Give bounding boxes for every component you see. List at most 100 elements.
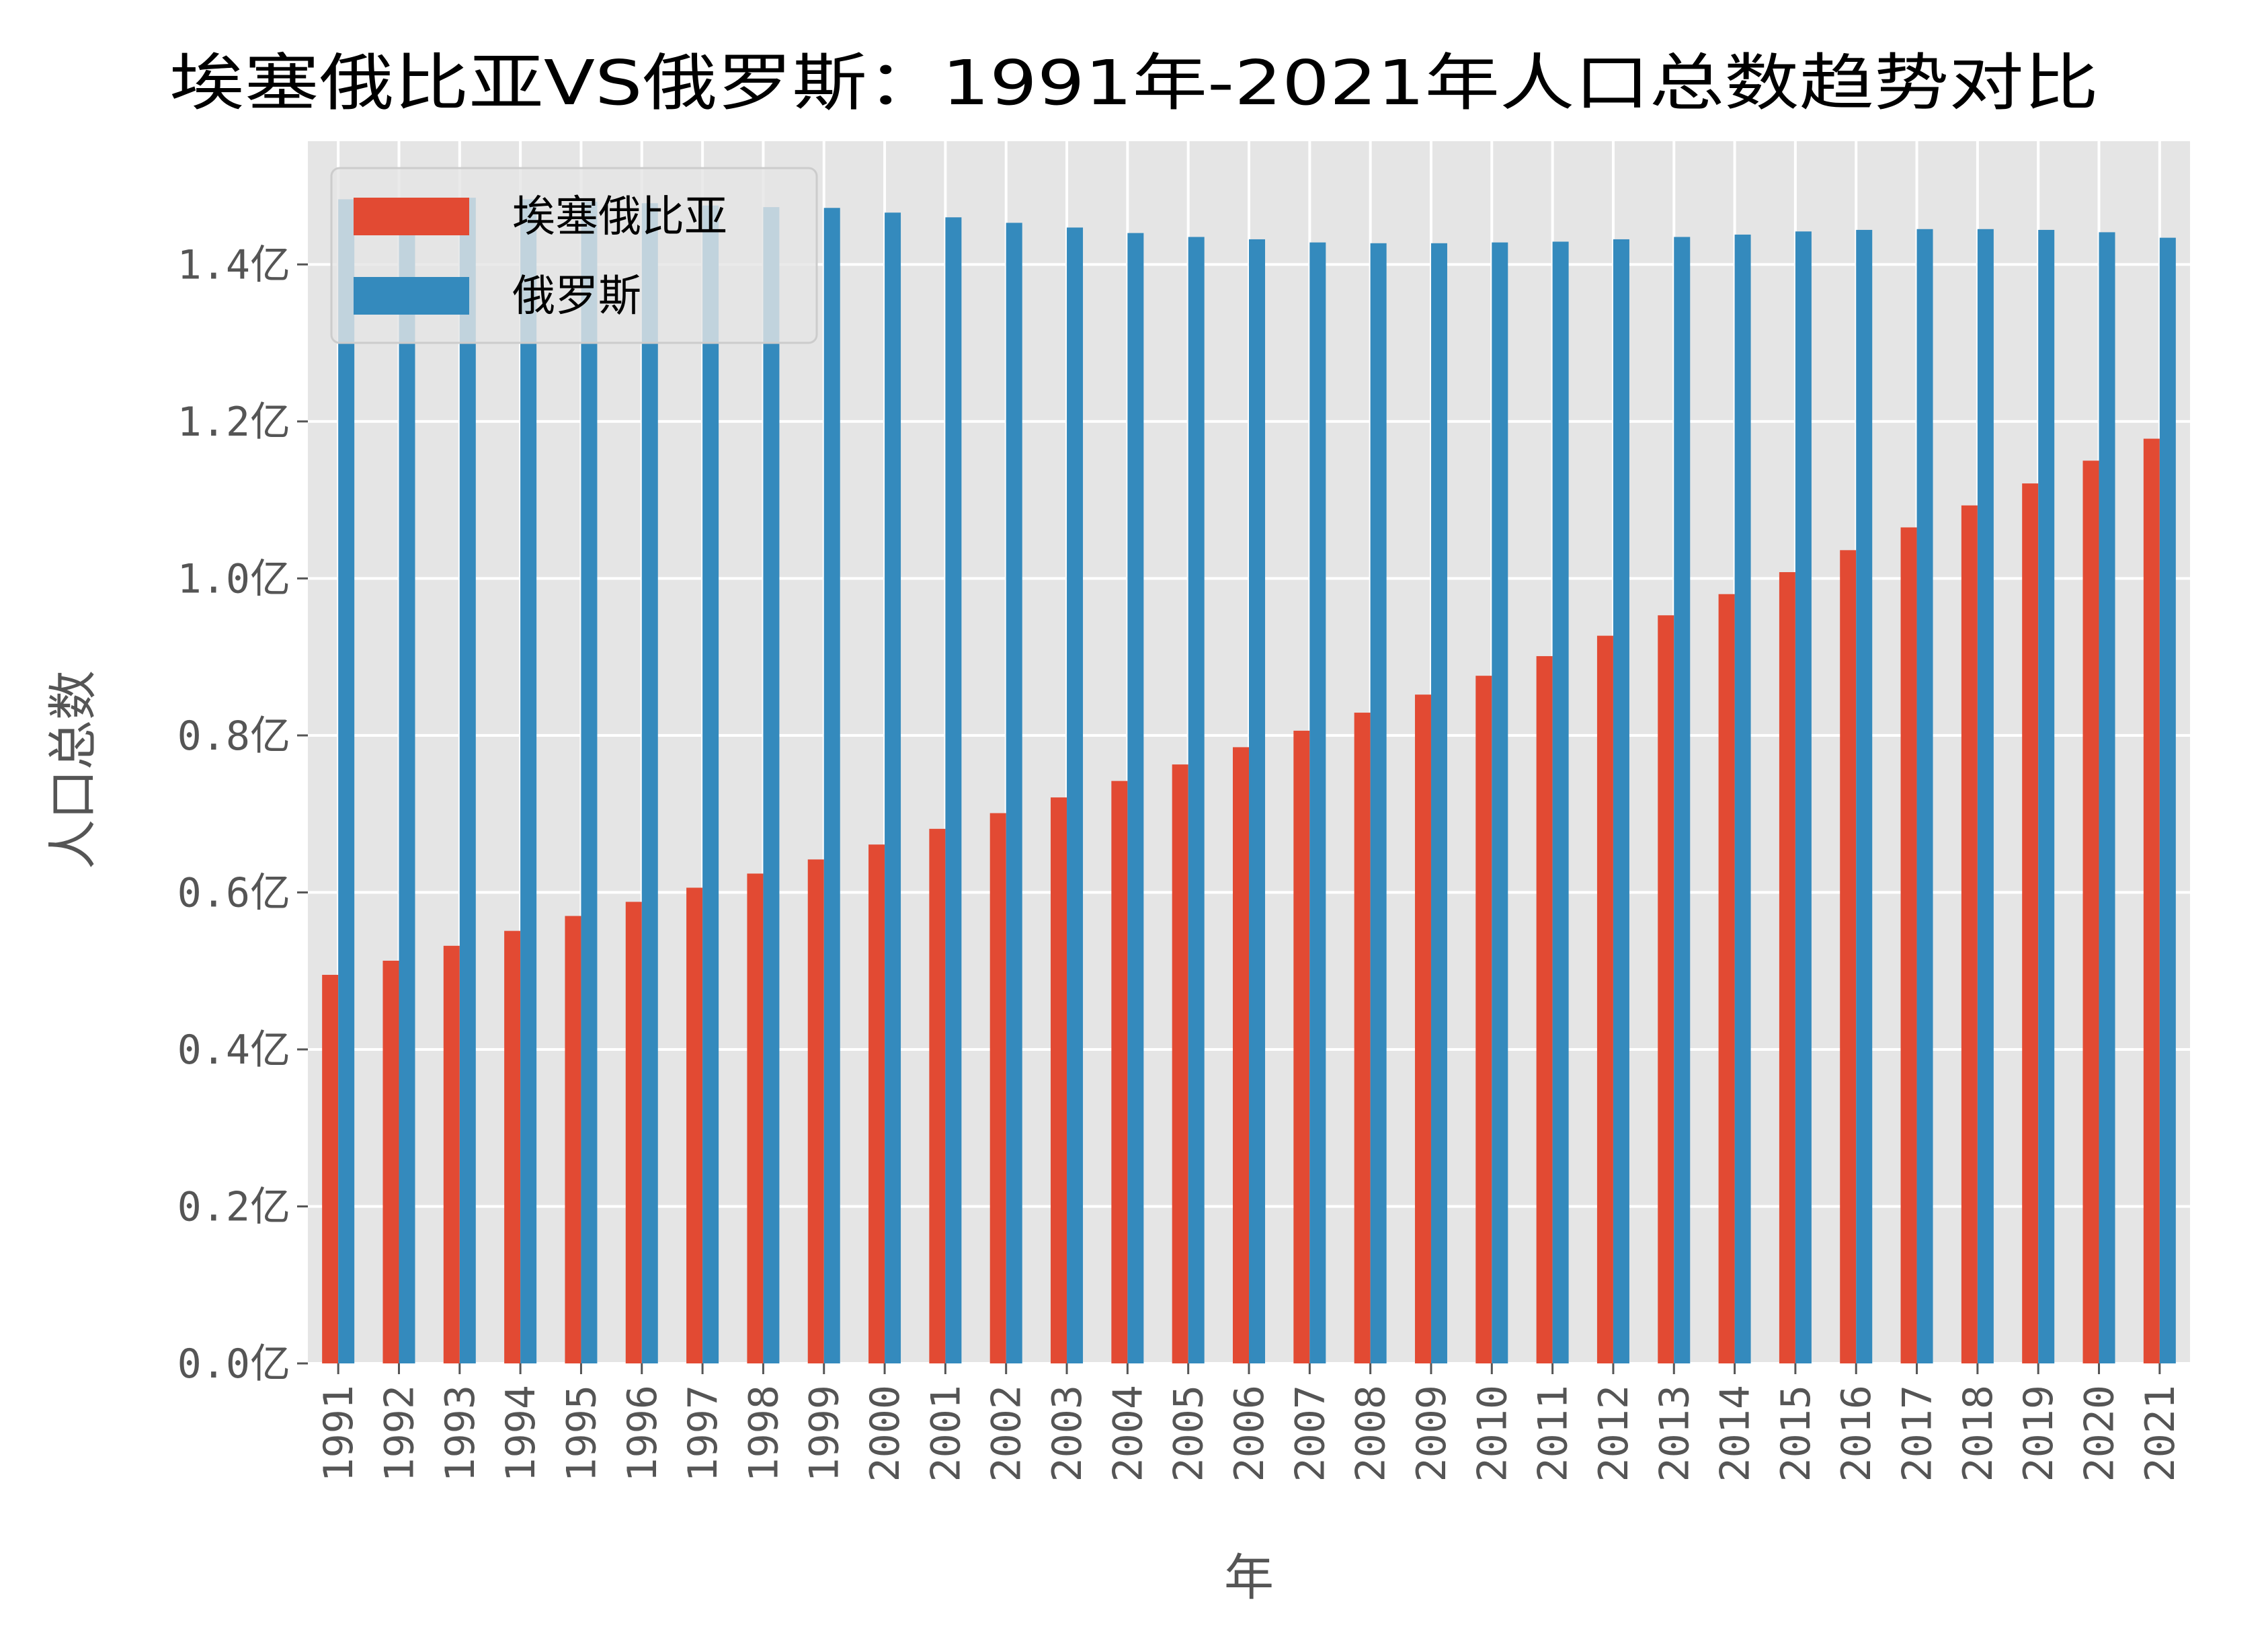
bar-russia: [1552, 241, 1569, 1363]
x-tick-label: 2004: [1104, 1385, 1151, 1482]
x-tick-label: 2011: [1530, 1385, 1577, 1482]
bar-russia: [581, 201, 598, 1364]
bar-ethiopia: [504, 930, 521, 1363]
x-tick-label: 1991: [315, 1385, 362, 1482]
x-tick-label: 2015: [1773, 1385, 1820, 1482]
y-tick-label: 0.4亿: [177, 1027, 290, 1074]
bar-russia: [945, 217, 962, 1363]
x-tick-label: 1999: [801, 1385, 848, 1482]
x-tick-label: 2002: [983, 1385, 1030, 1482]
y-tick-label: 0.8亿: [177, 713, 290, 760]
bar-russia: [1309, 242, 1326, 1363]
x-tick-label: 1995: [558, 1385, 605, 1482]
y-axis-label: 人口总数: [44, 670, 102, 869]
x-tick-label: 2006: [1226, 1385, 1273, 1482]
x-tick-label: 2007: [1287, 1385, 1334, 1482]
bar-russia: [823, 208, 840, 1364]
bar-russia: [1977, 229, 1994, 1364]
bar-russia: [702, 205, 719, 1364]
bar-ethiopia: [1596, 635, 1613, 1363]
bar-ethiopia: [1658, 615, 1674, 1363]
x-tick-label: 2017: [1894, 1385, 1941, 1482]
x-tick-label: 1996: [619, 1385, 666, 1482]
x-tick-label: 1992: [376, 1385, 423, 1482]
bar-ethiopia: [929, 828, 946, 1363]
legend-swatch-ethiopia: [354, 198, 469, 235]
x-tick-label: 2010: [1469, 1385, 1516, 1482]
x-axis-label: 年: [1224, 1549, 1274, 1607]
bar-ethiopia: [625, 902, 642, 1363]
bar-ethiopia: [1779, 572, 1795, 1363]
x-tick-label: 2016: [1833, 1385, 1880, 1482]
bar-russia: [338, 199, 355, 1363]
bar-ethiopia: [989, 813, 1006, 1363]
bar-ethiopia: [2143, 438, 2160, 1364]
bar-ethiopia: [2082, 461, 2099, 1363]
bar-ethiopia: [1414, 694, 1431, 1363]
y-tick-label: 0.2亿: [177, 1183, 290, 1230]
x-tick-label: 2005: [1166, 1385, 1213, 1482]
y-tick-label: 1.2亿: [177, 399, 290, 446]
x-tick-label: 2001: [922, 1385, 969, 1482]
bar-ethiopia: [1051, 797, 1067, 1363]
y-axis: 0.0亿 0.2亿 0.4亿 0.6亿 0.8亿 1.0亿 1.2亿 1.4亿: [177, 241, 308, 1388]
bar-ethiopia: [1233, 747, 1249, 1363]
x-tick-label: 2019: [2015, 1385, 2062, 1482]
legend: 埃塞俄比亚 俄罗斯: [330, 167, 818, 344]
x-tick-label: 2014: [1712, 1385, 1759, 1482]
bar-russia: [1249, 239, 1265, 1364]
y-tick-label: 0.6亿: [177, 869, 290, 916]
bar-ethiopia: [868, 844, 885, 1363]
bar-ethiopia: [382, 961, 399, 1363]
x-tick-label: 2020: [2076, 1385, 2123, 1482]
bar-ethiopia: [1293, 730, 1310, 1363]
bar-ethiopia: [1354, 713, 1371, 1363]
bar-ethiopia: [747, 873, 764, 1363]
bar-russia: [2038, 229, 2055, 1364]
bar-ethiopia: [443, 945, 460, 1363]
bar-russia: [2159, 237, 2176, 1363]
y-tick-label: 0.0亿: [177, 1341, 290, 1388]
chart-title: 埃塞俄比亚VS俄罗斯：1991年-2021年人口总数趋势对比: [169, 47, 2099, 119]
x-tick-label: 2003: [1044, 1385, 1091, 1482]
bar-ethiopia: [1961, 505, 1978, 1364]
bar-russia: [1127, 233, 1144, 1363]
bar-ethiopia: [1475, 676, 1492, 1363]
bar-russia: [1370, 243, 1387, 1364]
bar-russia: [459, 198, 476, 1364]
bar-ethiopia: [1900, 527, 1917, 1363]
bar-ethiopia: [565, 916, 581, 1363]
x-tick-label: 2012: [1590, 1385, 1637, 1482]
y-tick-label: 1.0亿: [177, 555, 290, 602]
bars: [322, 198, 2176, 1364]
bar-russia: [1188, 237, 1205, 1363]
bar-ethiopia: [686, 887, 703, 1363]
bar-russia: [1916, 229, 1933, 1364]
bar-ethiopia: [1718, 594, 1735, 1363]
bar-russia: [1006, 223, 1022, 1363]
x-tick-label: 2000: [862, 1385, 909, 1482]
x-tick-label: 1994: [497, 1385, 544, 1482]
bar-russia: [1856, 229, 1873, 1364]
bar-russia: [1795, 231, 1812, 1363]
bar-ethiopia: [322, 975, 339, 1363]
x-tick-label: 1997: [680, 1385, 727, 1482]
bar-russia: [399, 198, 415, 1363]
bar-ethiopia: [807, 859, 824, 1363]
x-tick-label: 2009: [1408, 1385, 1455, 1482]
bar-russia: [1492, 242, 1508, 1363]
x-tick-label: 2021: [2137, 1385, 2184, 1482]
bar-ethiopia: [1536, 655, 1553, 1363]
bar-russia: [1734, 234, 1751, 1363]
x-tick-label: 1998: [740, 1385, 787, 1482]
x-tick-label: 2013: [1651, 1385, 1698, 1482]
bar-russia: [641, 203, 658, 1363]
bar-russia: [885, 212, 901, 1363]
bar-russia: [1613, 239, 1629, 1364]
bar-russia: [520, 199, 537, 1363]
bar-ethiopia: [1840, 550, 1857, 1364]
y-tick-label: 1.4亿: [177, 241, 290, 288]
bar-russia: [1674, 237, 1691, 1363]
x-tick-label: 2018: [1955, 1385, 2002, 1482]
legend-label-ethiopia: 埃塞俄比亚: [512, 192, 727, 242]
